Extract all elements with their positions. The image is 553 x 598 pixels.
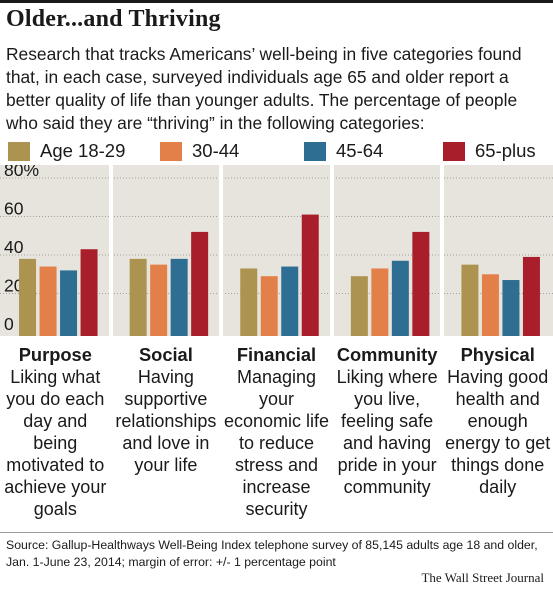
legend-label: 65-plus	[475, 140, 536, 162]
bar-purpose-0	[19, 259, 36, 336]
legend-swatch	[160, 142, 182, 161]
category-description: Managing your economic life to reduce st…	[221, 366, 332, 520]
bar-social-2	[171, 259, 188, 336]
legend-label: 30-44	[192, 140, 239, 162]
group-separator	[219, 165, 223, 336]
legend-swatch	[8, 142, 30, 161]
group-separator	[109, 165, 113, 336]
group-separator	[440, 165, 444, 336]
bar-social-3	[191, 232, 208, 336]
footer-rule	[0, 532, 553, 533]
top-rule	[0, 0, 553, 3]
category-name: Financial	[221, 344, 332, 366]
legend-label: 45-64	[336, 140, 383, 162]
bar-purpose-3	[81, 249, 98, 336]
bar-physical-1	[482, 274, 499, 336]
y-tick-label: 80%	[4, 165, 39, 180]
bar-financial-0	[240, 268, 257, 336]
category-description: Having good health and enough energy to …	[442, 366, 553, 498]
credit-line: The Wall Street Journal	[421, 570, 544, 586]
legend-item-age-18-29: Age 18-29	[8, 138, 125, 164]
category-financial: Financial Managing your economic life to …	[221, 344, 332, 520]
legend-item-30-44: 30-44	[160, 138, 239, 164]
category-description: Liking where you live, feeling safe and …	[332, 366, 443, 498]
bar-financial-2	[281, 267, 298, 336]
y-tick-label: 0	[4, 314, 14, 334]
category-purpose: Purpose Liking what you do each day and b…	[0, 344, 111, 520]
bar-financial-1	[261, 276, 278, 336]
bar-community-1	[371, 268, 388, 336]
bar-community-3	[412, 232, 429, 336]
bar-social-1	[150, 265, 167, 336]
category-community: Community Liking where you live, feeling …	[332, 344, 443, 498]
bar-social-0	[130, 259, 147, 336]
category-name: Social	[111, 344, 222, 366]
y-tick-label: 40	[4, 237, 24, 257]
bar-purpose-2	[60, 270, 77, 336]
bar-physical-0	[461, 265, 478, 336]
legend-item-45-64: 45-64	[304, 138, 383, 164]
bar-community-2	[392, 261, 409, 336]
legend-label: Age 18-29	[40, 140, 125, 162]
category-name: Physical	[442, 344, 553, 366]
source-note: Source: Gallup-Healthways Well-Being Ind…	[6, 537, 551, 570]
chart-title: Older...and Thriving	[6, 6, 221, 33]
category-physical: Physical Having good health and enough en…	[442, 344, 553, 498]
category-social: Social Having supportive relationships an…	[111, 344, 222, 476]
legend: Age 18-29 30-44 45-64 65-plus	[0, 138, 553, 164]
legend-item-65-plus: 65-plus	[443, 138, 536, 164]
bar-financial-3	[302, 215, 319, 336]
category-name: Purpose	[0, 344, 111, 366]
bar-physical-3	[523, 257, 540, 336]
bar-community-0	[351, 276, 368, 336]
category-name: Community	[332, 344, 443, 366]
bar-purpose-1	[40, 267, 57, 336]
bar-physical-2	[502, 280, 519, 336]
chart-intro: Research that tracks Americans’ well-bei…	[6, 43, 551, 135]
y-tick-label: 60	[4, 199, 24, 219]
legend-swatch	[304, 142, 326, 161]
legend-swatch	[443, 142, 465, 161]
category-description: Having supportive relationships and love…	[111, 366, 222, 476]
category-description: Liking what you do each day and being mo…	[0, 366, 111, 520]
group-separator	[330, 165, 334, 336]
